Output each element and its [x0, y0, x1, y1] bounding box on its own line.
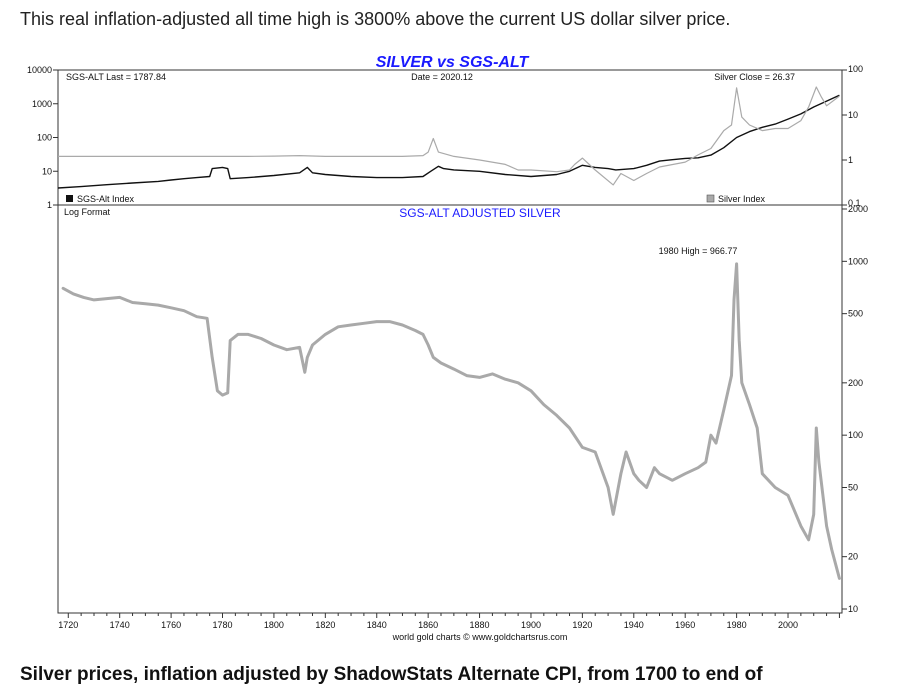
top-chart-title: SILVER vs SGS-ALT [376, 54, 530, 71]
x-tick-label: 1780 [212, 620, 232, 630]
bottom-series [61, 262, 841, 580]
intro-text: This real inflation-adjusted all time hi… [20, 9, 731, 29]
bottom-panel-frame [57, 204, 843, 614]
silver-index-line [58, 86, 840, 186]
y-left-tick-label: 1000 [32, 99, 52, 109]
x-tick-label: 1720 [58, 620, 78, 630]
log-format-label: Log Format [64, 207, 111, 217]
x-tick-label: 2000 [778, 620, 798, 630]
top-panel-frame [57, 69, 843, 206]
x-tick-label: 1960 [675, 620, 695, 630]
bottom-right-axis: 10 20 50 100 200 500 1000 2000 [842, 204, 868, 614]
x-tick-label: 1980 [727, 620, 747, 630]
x-tick-label: 1920 [572, 620, 592, 630]
top-left-axis: 1 10 100 1000 10000 [27, 65, 58, 210]
sgs-alt-index-line [57, 94, 840, 189]
y-right-tick-label: 1 [848, 155, 853, 165]
adjusted-silver-line [61, 262, 841, 580]
high-annotation: 1980 High = 966.77 [659, 246, 738, 256]
y-left-tick-label: 10000 [27, 65, 52, 75]
y-right-tick-label: 0.1 [848, 198, 861, 208]
y-left-tick-label: 100 [37, 133, 52, 143]
x-tick-label: 1880 [470, 620, 490, 630]
bottom-y-tick-label: 1000 [848, 256, 868, 266]
y-left-tick-label: 1 [47, 200, 52, 210]
bottom-y-tick-label: 2000 [848, 204, 868, 214]
bottom-y-tick-label: 200 [848, 378, 863, 388]
x-tick-label: 1800 [264, 620, 284, 630]
x-tick-label: 1860 [418, 620, 438, 630]
source-label: world gold charts © www.goldchartsrus.co… [392, 632, 568, 642]
y-right-tick-label: 100 [848, 64, 863, 74]
legend-label-sgs: SGS-Alt Index [77, 194, 135, 204]
bottom-y-tick-label: 500 [848, 309, 863, 319]
legend-swatch-sgs [66, 195, 73, 202]
x-tick-label: 1840 [367, 620, 387, 630]
legend-swatch-silver [706, 194, 715, 203]
y-left-tick-label: 10 [42, 166, 52, 176]
date-label: Date = 2020.12 [411, 72, 473, 82]
legend-label-silver: Silver Index [718, 194, 766, 204]
bottom-chart-title: SGS-ALT ADJUSTED SILVER [399, 206, 561, 220]
x-tick-label: 1900 [521, 620, 541, 630]
silver-chart: SILVER vs SGS-ALT SGS-ALT Last = 1787.84… [27, 54, 868, 642]
silver-close-label: Silver Close = 26.37 [714, 72, 795, 82]
x-axis: 1720 1740 1760 1780 1800 1820 1840 1860 1880 1900… [58, 613, 840, 630]
caption-text: Silver prices, inflation adjusted by Sha… [20, 664, 763, 685]
x-tick-label: 1940 [624, 620, 644, 630]
top-series [57, 86, 840, 189]
x-tick-label: 1820 [315, 620, 335, 630]
bottom-y-tick-label: 100 [848, 430, 863, 440]
sgs-last-label: SGS-ALT Last = 1787.84 [66, 72, 166, 82]
bottom-y-tick-label: 50 [848, 482, 858, 492]
y-right-tick-label: 10 [848, 110, 858, 120]
top-right-axis: 0.1 1 10 100 [842, 64, 863, 208]
x-tick-label: 1740 [110, 620, 130, 630]
bottom-y-tick-label: 20 [848, 552, 858, 562]
x-tick-label: 1760 [161, 620, 181, 630]
bottom-y-tick-label: 10 [848, 604, 858, 614]
